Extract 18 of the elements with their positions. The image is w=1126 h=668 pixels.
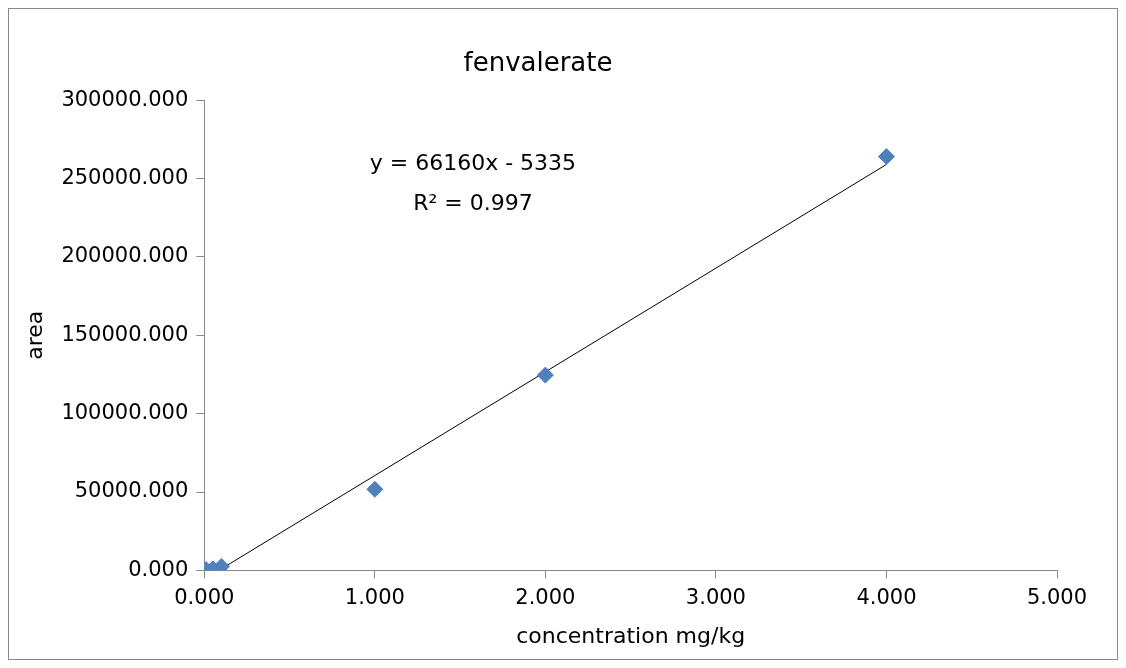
- y-tick-label: 300000.000: [61, 86, 189, 111]
- annotation: y = 66160x - 5335: [369, 150, 577, 176]
- x-axis-title: concentration mg/kg: [516, 622, 746, 648]
- chart-title: fenvalerate: [463, 47, 613, 78]
- y-tick-label: 200000.000: [61, 243, 189, 268]
- x-tick-label: 3.000: [685, 585, 746, 610]
- x-tick-label: 2.000: [515, 585, 576, 610]
- x-tick-label: 4.000: [856, 585, 917, 610]
- annotation: R² = 0.997: [413, 190, 533, 216]
- y-tick-label: 150000.000: [61, 321, 189, 346]
- x-tick-label: 0.000: [174, 585, 235, 610]
- y-axis-title: area: [21, 310, 47, 360]
- y-tick-label: 250000.000: [61, 165, 189, 190]
- x-tick-label: 1.000: [344, 585, 405, 610]
- y-tick-label: 50000.000: [74, 478, 189, 503]
- x-tick-label: 5.000: [1026, 585, 1088, 610]
- y-tick-label: 0.000: [128, 556, 189, 581]
- y-tick-label: 100000.000: [61, 400, 189, 425]
